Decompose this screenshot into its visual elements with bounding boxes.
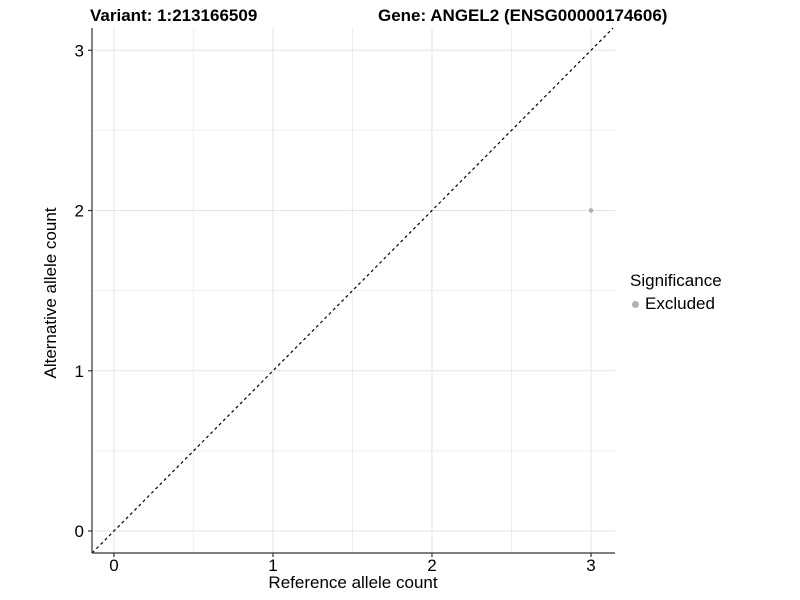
data-point [588, 208, 594, 213]
y-tick-label: 1 [75, 362, 84, 381]
x-axis-title: Reference allele count [268, 573, 438, 592]
y-tick-label: 2 [75, 202, 84, 221]
x-tick-label: 0 [109, 556, 118, 575]
legend: Significance Excluded [630, 271, 722, 314]
legend-item-label: Excluded [645, 294, 715, 313]
plot-title-variant: Variant: 1:213166509 [90, 6, 258, 25]
plot-title-gene: Gene: ANGEL2 (ENSG00000174606) [378, 6, 668, 25]
legend-item-excluded: Excluded [630, 294, 722, 314]
legend-dot-icon [632, 300, 639, 308]
x-tick-label: 2 [427, 556, 436, 575]
y-tick-label: 3 [75, 41, 84, 60]
y-tick-label: 0 [75, 522, 84, 541]
x-tick-label: 3 [586, 556, 595, 575]
legend-title: Significance [630, 271, 722, 290]
y-axis-title: Alternative allele count [41, 207, 60, 379]
x-tick-label: 1 [268, 556, 277, 575]
